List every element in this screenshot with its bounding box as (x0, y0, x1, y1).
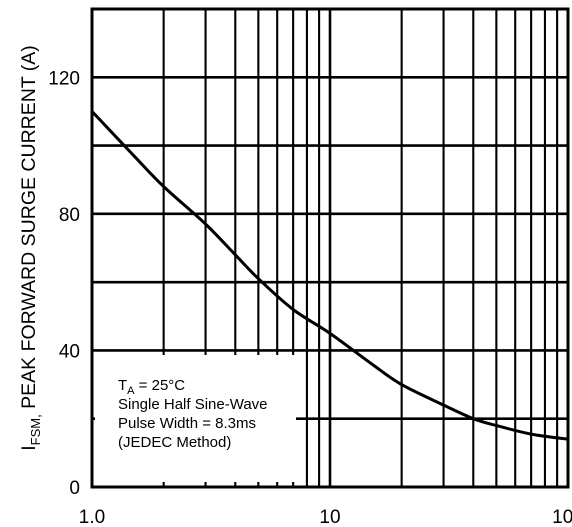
series-line (90, 109, 570, 441)
y-axis-label-sub: FSM, (28, 414, 43, 445)
annotation-text: Single Half Sine-Wave (118, 396, 268, 413)
y-axis-label: IFSM, PEAK FORWARD SURGE CURRENT (A) (18, 45, 43, 451)
annotation-subscript: A (127, 385, 135, 397)
y-axis-label-rest: PEAK FORWARD SURGE CURRENT (A) (18, 45, 40, 414)
annotation-text: Pulse Width = 8.3ms (118, 415, 256, 432)
y-axis-label-main: I (18, 445, 40, 450)
plot-frame (90, 7, 570, 489)
conditions-box (95, 355, 296, 482)
x-tick-label: 100 (552, 507, 572, 527)
annotation-line: Pulse Width = 8.3ms (118, 415, 256, 432)
annotation-line: TA = 25°C (118, 377, 185, 397)
grid-lines (92, 9, 568, 487)
tick-labels: 1.0 10 100 0 40 80 120 (48, 68, 572, 527)
series-layer (90, 109, 570, 441)
annotation-text: (JEDEC Method) (118, 434, 231, 451)
annotation-text: = 25°C (135, 377, 186, 394)
annotation-text: T (118, 377, 127, 394)
y-tick-label: 40 (59, 341, 80, 362)
x-tick-label: 1.0 (79, 507, 105, 527)
y-tick-label: 120 (48, 68, 80, 89)
annotation-line: Single Half Sine-Wave (118, 396, 268, 413)
x-tick-label: 10 (319, 507, 340, 527)
y-tick-label: 0 (69, 478, 80, 499)
annotation-line: (JEDEC Method) (118, 434, 231, 451)
y-tick-label: 80 (59, 205, 80, 226)
